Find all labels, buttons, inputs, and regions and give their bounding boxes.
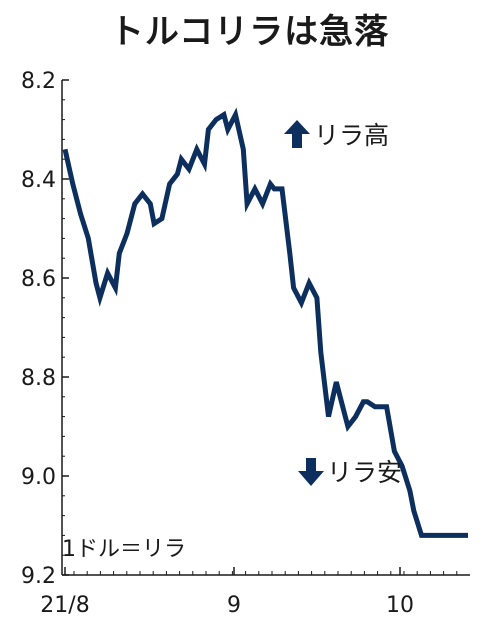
x-axis: 21/8 9 10 [40,567,470,618]
y-axis: 8.2 8.4 8.6 8.8 9.0 9.2 [21,69,69,589]
y-tick-label: 8.8 [21,366,56,391]
arrow-up-icon [284,120,310,148]
x-tick-label: 9 [227,593,241,618]
unit-label: 1ドル＝リラ [62,537,186,562]
x-tick-label: 10 [386,593,414,618]
y-tick-label: 8.4 [21,168,56,193]
series-line [62,107,468,538]
arrow-down-icon [298,458,324,486]
y-tick-label: 8.6 [21,267,56,292]
chart-title: トルコリラは急落 [109,12,390,52]
y-tick-label: 9.2 [21,564,56,589]
annotation-lira-down: リラ安 [327,458,402,487]
plot-area [62,107,468,538]
y-tick-label: 9.0 [21,465,56,490]
x-tick-label: 21/8 [40,593,89,618]
annotation-lira-up: リラ高 [314,121,389,150]
y-tick-label: 8.2 [21,69,56,94]
